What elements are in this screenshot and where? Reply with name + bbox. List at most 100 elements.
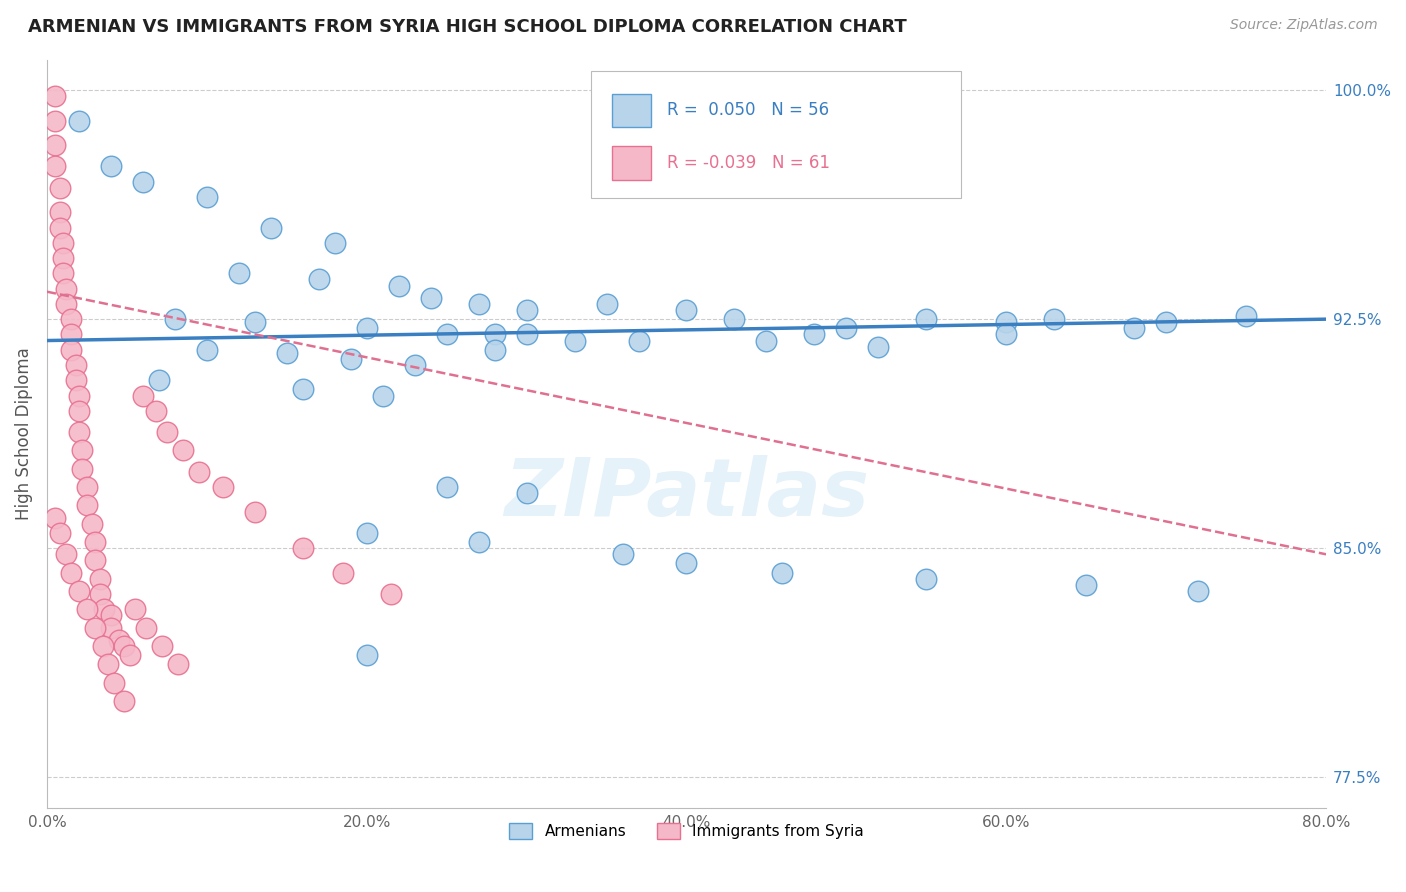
Point <box>675 303 697 318</box>
Point <box>595 297 617 311</box>
Point <box>83 535 105 549</box>
Point <box>76 499 98 513</box>
Point <box>44 138 66 153</box>
Point <box>467 297 489 311</box>
Point <box>995 315 1018 329</box>
Point <box>44 160 66 174</box>
Point <box>91 639 114 653</box>
Point <box>404 358 426 372</box>
Point <box>187 465 209 479</box>
Point <box>723 312 745 326</box>
Point <box>228 266 250 280</box>
Y-axis label: High School Diploma: High School Diploma <box>15 347 32 520</box>
Text: Source: ZipAtlas.com: Source: ZipAtlas.com <box>1230 18 1378 32</box>
Point <box>48 181 70 195</box>
FancyBboxPatch shape <box>591 70 962 198</box>
Point <box>380 587 402 601</box>
Point <box>59 312 82 326</box>
Point <box>260 220 283 235</box>
Point <box>627 334 650 348</box>
Text: ZIPatlas: ZIPatlas <box>503 455 869 533</box>
Point <box>915 572 938 586</box>
Point <box>195 190 218 204</box>
Point <box>835 321 858 335</box>
Point <box>97 657 120 672</box>
Point <box>83 621 105 635</box>
Point <box>145 404 167 418</box>
Point <box>83 553 105 567</box>
Point <box>132 175 155 189</box>
Point <box>995 327 1018 342</box>
Point <box>44 89 66 103</box>
Point <box>211 480 233 494</box>
Point <box>484 327 506 342</box>
Point <box>436 327 458 342</box>
Point <box>803 327 825 342</box>
Legend: Armenians, Immigrants from Syria: Armenians, Immigrants from Syria <box>503 817 870 845</box>
Point <box>52 235 75 250</box>
Point <box>516 486 538 500</box>
Point <box>1234 828 1257 842</box>
Point <box>52 266 75 280</box>
Point <box>67 425 90 439</box>
Point <box>89 587 111 601</box>
Point <box>59 327 82 342</box>
Point <box>1187 583 1209 598</box>
Point <box>55 282 77 296</box>
Point <box>1043 312 1066 326</box>
Point <box>436 480 458 494</box>
Point <box>356 321 378 335</box>
Point <box>755 334 778 348</box>
Point <box>67 583 90 598</box>
Point <box>124 602 146 616</box>
Point <box>484 343 506 357</box>
FancyBboxPatch shape <box>612 146 651 179</box>
Point <box>55 297 77 311</box>
Point <box>80 516 103 531</box>
Point <box>612 547 634 561</box>
Point <box>1234 309 1257 323</box>
Point <box>48 525 70 540</box>
Point <box>1154 315 1177 329</box>
Point <box>44 113 66 128</box>
Point <box>108 632 131 647</box>
Point <box>308 272 330 286</box>
Point <box>291 383 314 397</box>
Point <box>76 480 98 494</box>
Point <box>48 205 70 219</box>
Point <box>356 525 378 540</box>
Point <box>76 602 98 616</box>
Point <box>135 621 157 635</box>
Text: R = -0.039   N = 61: R = -0.039 N = 61 <box>668 153 831 172</box>
Point <box>100 160 122 174</box>
Point <box>868 340 890 354</box>
Point <box>148 373 170 387</box>
Point <box>516 303 538 318</box>
Point <box>675 557 697 571</box>
Point <box>118 648 141 662</box>
Point <box>65 373 87 387</box>
Point <box>103 675 125 690</box>
Point <box>388 278 411 293</box>
Point <box>150 639 173 653</box>
Point <box>100 621 122 635</box>
Point <box>100 608 122 623</box>
Point <box>339 351 361 366</box>
Point <box>132 388 155 402</box>
Point <box>67 388 90 402</box>
Point <box>67 113 90 128</box>
Point <box>564 334 586 348</box>
Point <box>156 425 179 439</box>
Point <box>770 566 793 580</box>
Point <box>52 251 75 265</box>
Point <box>65 358 87 372</box>
Point <box>70 462 93 476</box>
Point <box>243 504 266 518</box>
Point <box>419 291 441 305</box>
Point <box>112 694 135 708</box>
Point <box>163 312 186 326</box>
Point <box>44 510 66 524</box>
Point <box>915 312 938 326</box>
Point <box>67 404 90 418</box>
Point <box>172 443 194 458</box>
